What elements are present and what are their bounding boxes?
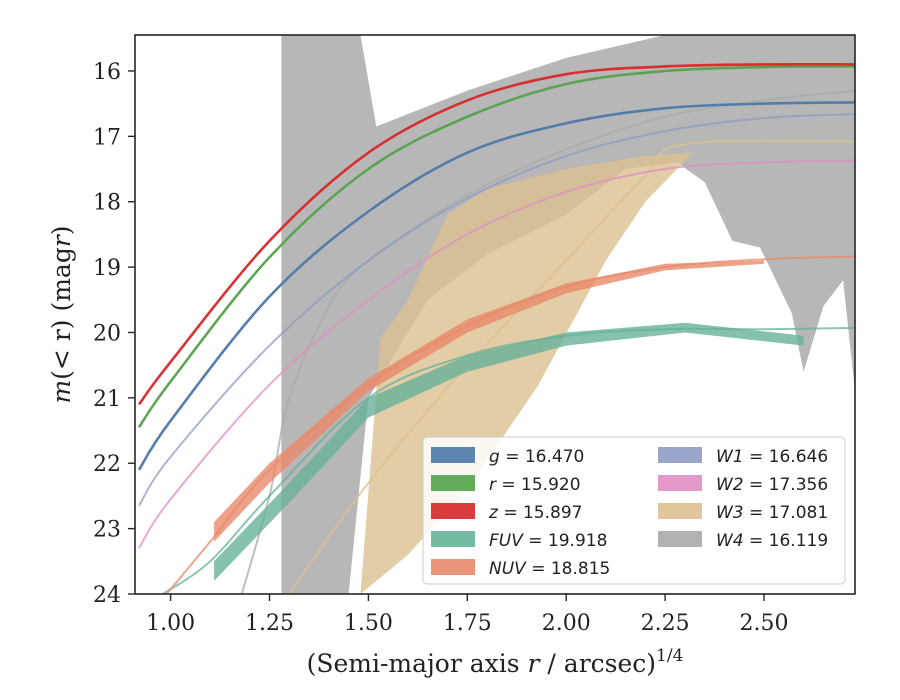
legend-item: r = 15.920 [431, 475, 581, 495]
legend-swatch [431, 531, 475, 547]
legend-item: W3 = 17.081 [658, 503, 828, 523]
legend-label: r = 15.920 [489, 475, 581, 495]
legend-swatch [431, 447, 475, 463]
x-tick-label: 2.00 [542, 611, 591, 636]
x-tick-label: 1.25 [245, 611, 294, 636]
legend-item: FUV = 19.918 [431, 531, 607, 551]
legend-item: W4 = 16.119 [658, 531, 828, 551]
x-tick-label: 2.25 [641, 611, 690, 636]
legend-label: W4 = 16.119 [716, 531, 828, 551]
legend-item: NUV = 18.815 [431, 559, 610, 579]
legend-label: FUV = 19.918 [489, 531, 607, 551]
y-tick-label: 18 [93, 191, 121, 216]
line-NUV [165, 255, 855, 594]
legend-swatch [431, 559, 475, 575]
x-axis-title: (Semi-major axis r / arcsec)1/4 [307, 646, 684, 678]
legend-label: W3 = 17.081 [716, 503, 828, 523]
band-FUV [214, 322, 804, 581]
legend-swatch [658, 531, 702, 547]
y-tick-label: 23 [93, 518, 121, 543]
legend-label: NUV = 18.815 [489, 559, 610, 579]
y-tick-label: 22 [93, 452, 121, 477]
line-r [137, 65, 855, 429]
legend-swatch [431, 503, 475, 519]
y-axis-title: m(< r) (magr) [47, 225, 76, 403]
x-tick-label: 1.00 [146, 611, 195, 636]
y-tick-label: 20 [93, 321, 121, 346]
legend-item: W2 = 17.356 [658, 475, 828, 495]
x-tick-label: 1.75 [443, 611, 492, 636]
legend-swatch [431, 475, 475, 491]
legend-item: z = 15.897 [431, 503, 582, 523]
line-g [137, 101, 855, 471]
x-tick-label: 1.50 [344, 611, 393, 636]
band-NUV [214, 260, 765, 542]
legend-box [422, 436, 846, 585]
legend-item: W1 = 16.646 [658, 447, 828, 467]
legend-swatch [658, 475, 702, 491]
line-W2 [138, 159, 855, 549]
line-FUV [162, 326, 855, 594]
legend-item: g = 16.470 [431, 447, 584, 467]
line-W3 [288, 139, 855, 594]
y-tick-label: 17 [93, 125, 121, 150]
line-W4 [240, 89, 855, 594]
plot-frame [134, 34, 856, 595]
legend-label: g = 16.470 [489, 447, 584, 467]
line-z [137, 62, 855, 406]
y-tick-label: 19 [93, 256, 121, 281]
legend-label: W2 = 17.356 [716, 475, 828, 495]
x-tick-label: 2.50 [740, 611, 789, 636]
legend: g = 16.470 r = 15.920 z = 15.897 FUV = 19.9… [422, 436, 846, 585]
line-W1 [138, 113, 855, 507]
y-tick-label: 24 [93, 583, 121, 608]
legend-label: W1 = 16.646 [716, 447, 828, 467]
legend-swatch [658, 447, 702, 463]
y-tick-label: 21 [93, 387, 121, 412]
legend-swatch [658, 503, 702, 519]
y-tick-label: 16 [93, 60, 121, 85]
axes: 1.00 1.25 1.50 1.75 2.00 2.25 2.50 16 17 18 19 20 21… [47, 34, 856, 678]
legend-label: z = 15.897 [488, 503, 582, 523]
